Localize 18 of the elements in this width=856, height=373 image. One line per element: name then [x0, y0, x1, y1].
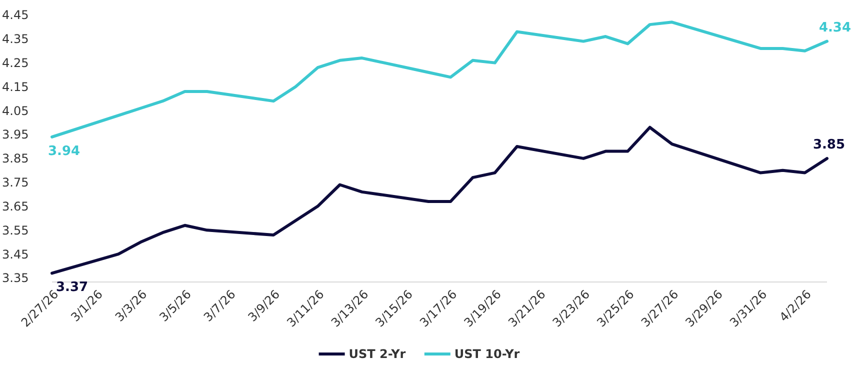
y-tick-label: 3.45 [2, 247, 29, 262]
y-tick-label: 4.25 [2, 56, 29, 70]
y-tick-label: 3.95 [2, 128, 29, 142]
y-tick-label: 4.15 [2, 80, 29, 94]
legend-label: UST 10-Yr [454, 347, 520, 362]
data-label: 3.85 [812, 137, 846, 152]
y-tick-label: 3.75 [2, 176, 29, 190]
y-tick-label: 4.45 [2, 8, 29, 22]
y-tick-label: 3.55 [2, 223, 29, 238]
legend-label: UST 2-Yr [348, 347, 406, 362]
y-tick-label: 3.85 [2, 152, 29, 166]
y-tick-label: 3.35 [2, 271, 29, 286]
data-label: 3.37 [56, 280, 88, 296]
y-tick-label: 3.65 [2, 199, 29, 214]
y-tick-label: 4.35 [2, 32, 29, 46]
data-label: 3.94 [48, 144, 80, 159]
y-tick-label: 4.05 [2, 104, 29, 118]
data-label: 4.34 [818, 20, 852, 36]
